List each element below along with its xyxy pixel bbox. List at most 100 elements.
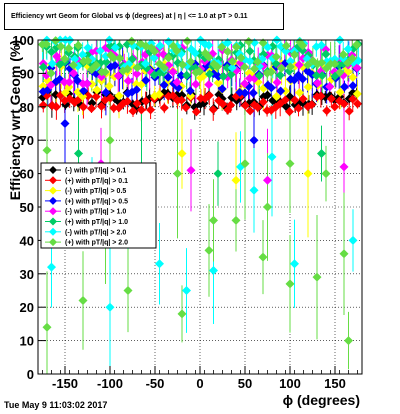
- data-point: [258, 38, 268, 48]
- data-point: [186, 165, 196, 175]
- data-point: [204, 90, 214, 100]
- data-point: [155, 259, 164, 269]
- data-point: [83, 91, 93, 101]
- data-point: [338, 50, 348, 60]
- data-point: [51, 36, 61, 46]
- data-point: [92, 85, 102, 95]
- data-point: [316, 40, 326, 50]
- data-point: [55, 60, 65, 70]
- data-point: [311, 71, 321, 81]
- data-point: [303, 169, 313, 179]
- data-point: [56, 41, 66, 51]
- y-tick-label: 20: [20, 300, 34, 315]
- data-point: [272, 77, 282, 87]
- data-point: [41, 39, 51, 49]
- legend-marker: [49, 238, 57, 247]
- data-point: [218, 99, 228, 109]
- legend-marker: [49, 196, 57, 205]
- data-point: [182, 286, 191, 295]
- data-point: [339, 249, 349, 259]
- data-point: [194, 66, 204, 76]
- data-point: [330, 54, 340, 64]
- data-point: [122, 96, 132, 106]
- legend-marker: [49, 227, 57, 236]
- data-point: [191, 79, 201, 89]
- data-point: [47, 47, 57, 57]
- y-tick-label: 40: [20, 233, 34, 248]
- data-point: [209, 215, 218, 225]
- data-point: [182, 36, 192, 46]
- data-point: [59, 77, 69, 87]
- data-point: [330, 59, 340, 69]
- data-point: [69, 68, 79, 78]
- legend-marker: [49, 176, 57, 185]
- data-point: [330, 102, 340, 112]
- data-point: [109, 53, 119, 63]
- data-point: [186, 91, 196, 101]
- data-point: [317, 149, 326, 159]
- data-point: [172, 46, 182, 56]
- legend-marker: [49, 217, 57, 226]
- data-point: [73, 61, 83, 71]
- legend-entry: (-) with pT/|q| > 2.0: [65, 229, 126, 236]
- data-point: [47, 59, 57, 69]
- y-tick-label: 50: [20, 200, 34, 215]
- data-point: [262, 90, 272, 100]
- x-tick-label: 150: [324, 376, 346, 391]
- data-point: [159, 63, 169, 73]
- data-point: [190, 48, 200, 58]
- data-point: [339, 162, 349, 172]
- data-point: [298, 94, 308, 104]
- data-point: [276, 63, 286, 73]
- data-point: [182, 61, 192, 71]
- data-point: [113, 71, 123, 81]
- data-point: [159, 103, 169, 113]
- data-point: [95, 46, 105, 56]
- data-point: [312, 272, 322, 282]
- data-point: [83, 43, 93, 53]
- data-point: [182, 70, 192, 80]
- data-point: [109, 103, 119, 113]
- data-point: [263, 202, 272, 212]
- legend-entry: (-) with pT/|q| > 0.1: [65, 168, 126, 175]
- data-point: [254, 71, 264, 81]
- data-point: [317, 71, 327, 81]
- legend: (-) with pT/|q| > 0.1 (+) with pT/|q| > 0…: [40, 162, 157, 249]
- data-point: [348, 72, 358, 82]
- data-point: [348, 81, 358, 91]
- data-point: [204, 40, 214, 50]
- data-point: [185, 86, 195, 96]
- data-point: [240, 100, 250, 110]
- x-tick-label: -150: [52, 376, 78, 391]
- data-point: [316, 91, 326, 101]
- data-point: [105, 93, 115, 103]
- data-point: [231, 175, 241, 185]
- data-point: [258, 97, 268, 107]
- legend-entry: (+) with pT/|q| > 2.0: [65, 240, 128, 247]
- data-point: [285, 159, 295, 169]
- data-point: [222, 63, 232, 73]
- data-point: [285, 56, 295, 66]
- data-point: [87, 98, 97, 108]
- legend-entry: (-) with pT/|q| > 0.5: [65, 188, 126, 195]
- data-point: [38, 100, 48, 110]
- legend-entry: (-) with pT/|q| > 1.0: [65, 209, 126, 216]
- legend-marker: [49, 207, 57, 216]
- data-point: [42, 145, 52, 155]
- data-point: [330, 71, 340, 81]
- data-point: [298, 41, 308, 51]
- data-point: [347, 53, 357, 63]
- data-point: [321, 169, 331, 179]
- data-point: [132, 85, 142, 95]
- data-point: [132, 63, 142, 73]
- data-point: [204, 245, 214, 255]
- data-point: [123, 286, 133, 295]
- data-point: [344, 106, 354, 116]
- data-point: [217, 42, 227, 52]
- data-point: [101, 57, 111, 67]
- data-point: [245, 56, 255, 66]
- data-point: [42, 322, 52, 332]
- y-tick-label: 80: [20, 100, 34, 115]
- chart-title: Efficiency wrt Geom for Global vs ɸ (deg…: [4, 3, 284, 30]
- data-point: [212, 62, 222, 72]
